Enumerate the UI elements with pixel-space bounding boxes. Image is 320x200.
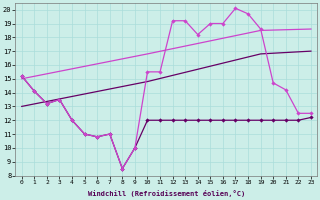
X-axis label: Windchill (Refroidissement éolien,°C): Windchill (Refroidissement éolien,°C) [88, 190, 245, 197]
